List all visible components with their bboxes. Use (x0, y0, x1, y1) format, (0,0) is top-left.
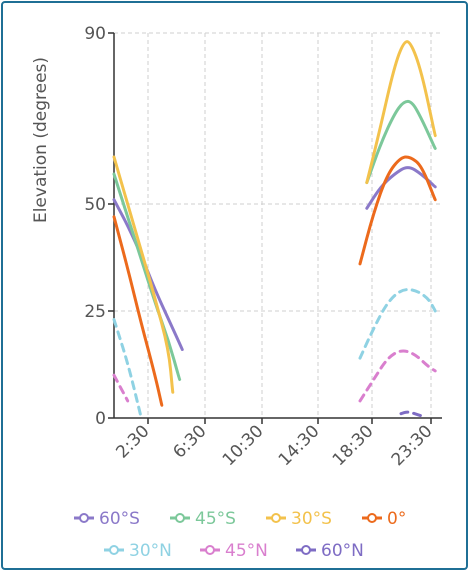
legend-label: 0° (387, 509, 406, 529)
series-line-45°S (112, 172, 182, 381)
series-line-45°N (112, 373, 130, 403)
x-tick-label: 6:30 (169, 421, 210, 462)
y-tick-label: 25 (84, 302, 106, 322)
legend-swatch-marker (271, 513, 281, 523)
legend-swatch-marker (367, 513, 377, 523)
legend-swatch-marker (175, 513, 185, 523)
x-axis-ticks: 2:30 6:30 10:30 14:30 18:30 23:30 (112, 418, 437, 470)
series-lines (112, 40, 437, 420)
axes (113, 33, 442, 419)
chart-frame (1, 1, 468, 570)
y-axis-ticks: 0 25 50 90 (84, 24, 114, 429)
x-tick-label: 2:30 (112, 421, 153, 462)
x-tick-label: 10:30 (219, 421, 268, 470)
series-line-0° (358, 155, 437, 266)
series-line-0° (112, 215, 164, 407)
y-tick-label: 50 (84, 195, 106, 215)
legend-swatch-marker (79, 513, 89, 523)
grid (114, 32, 442, 418)
legend-label: 45°S (195, 509, 236, 529)
x-tick-label: 14:30 (275, 421, 324, 470)
series-line-45°N (358, 349, 437, 403)
legend-swatch-marker (301, 545, 311, 555)
series-line-30°S (112, 155, 175, 394)
legend: 60°S 45°S 30°S 0° 30°N 45°N 60°N (74, 509, 406, 561)
legend-label: 30°N (129, 541, 172, 561)
y-tick-label: 0 (95, 409, 106, 429)
series-line-60°N (399, 410, 423, 418)
x-tick-label: 18:30 (329, 421, 378, 470)
legend-label: 45°N (225, 541, 268, 561)
series-line-30°S (365, 40, 437, 185)
series-line-45°S (365, 99, 437, 185)
y-tick-label: 90 (84, 24, 106, 44)
legend-swatch-marker (205, 545, 215, 555)
legend-label: 30°S (291, 509, 332, 529)
legend-label: 60°S (99, 509, 140, 529)
legend-label: 60°N (321, 541, 364, 561)
series-line-30°N (358, 288, 437, 360)
series-line-30°N (112, 318, 143, 420)
y-axis-label: Elevation (degrees) (31, 57, 51, 223)
x-tick-label: 23:30 (388, 421, 437, 470)
legend-swatch-marker (109, 545, 119, 555)
